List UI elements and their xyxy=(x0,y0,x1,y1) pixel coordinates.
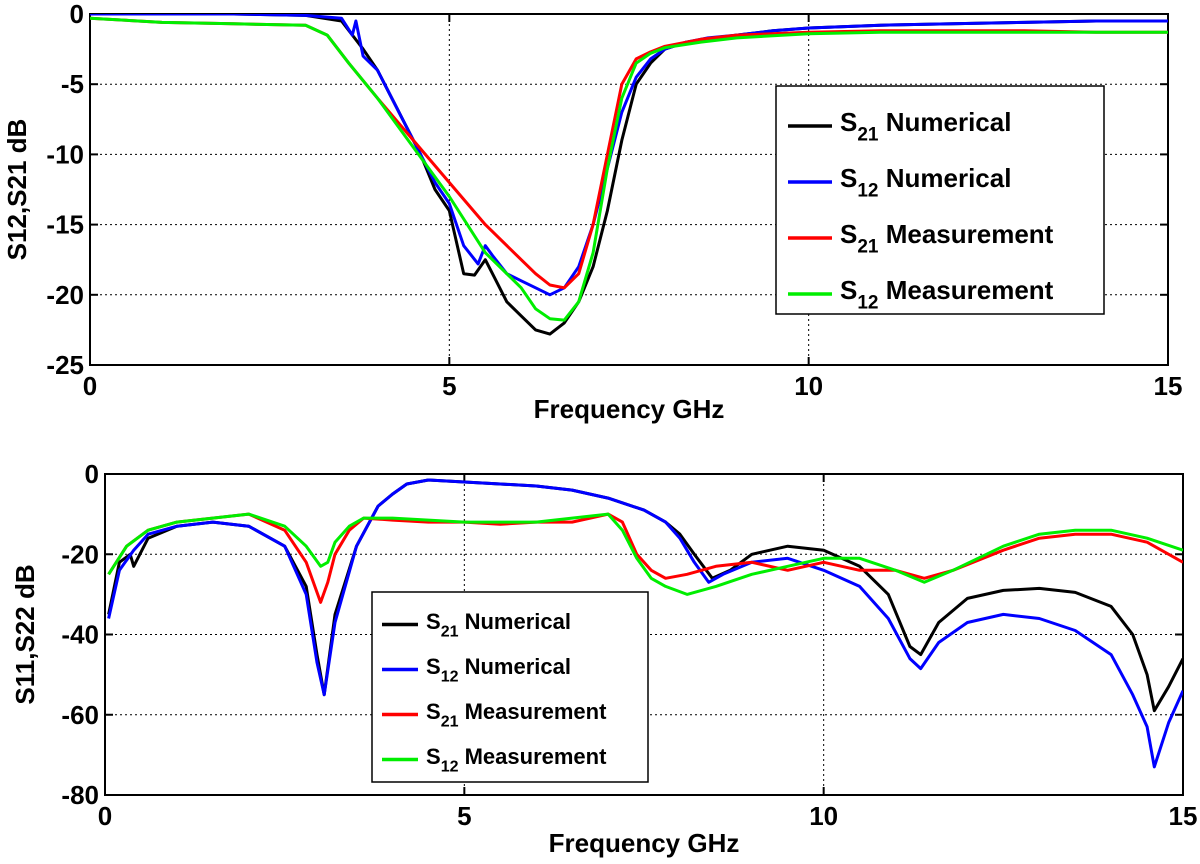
y-tick-label: 0 xyxy=(85,459,99,489)
legend-entry: S12 Numerical xyxy=(426,654,571,686)
x-tick-label: 10 xyxy=(794,371,823,401)
x-tick-label: 5 xyxy=(442,371,456,401)
y-tick-label: -15 xyxy=(46,210,84,240)
legend-entry: S21 Measurement xyxy=(840,219,1054,257)
x-tick-label: 15 xyxy=(1154,371,1183,401)
x-tick-label: 15 xyxy=(1169,801,1198,831)
chart-2: 0 5 10 15 0 -20 -40 -60 -80 Frequency GHz S11,S22 … xyxy=(10,459,1197,858)
y-axis-label: S12,S21 dB xyxy=(2,119,32,261)
y-axis-label: S11,S22 dB xyxy=(10,564,40,704)
series-line-s12-numerical xyxy=(90,14,1168,297)
y-tick-label: -60 xyxy=(61,700,99,730)
legend: S21 Numerical S12 Numerical S21 Measuremen… xyxy=(371,591,649,783)
y-tick-label: -20 xyxy=(46,280,84,310)
legend-entry: S12 Numerical xyxy=(840,163,1011,201)
series-line-s12-numerical xyxy=(107,478,1183,769)
y-tick-label: -25 xyxy=(46,350,84,380)
legend-entry: S21 Measurement xyxy=(426,699,607,731)
x-tick-label: 10 xyxy=(809,801,838,831)
chart-1: 0 5 10 15 0 -5 -10 -15 -20 -25 Frequency GHz S12,S2… xyxy=(2,0,1182,424)
y-tick-label: -10 xyxy=(46,139,84,169)
legend: S21 Numerical S12 Numerical S21 Measuremen… xyxy=(775,85,1105,315)
x-tick-label: 0 xyxy=(83,371,97,401)
legend-entry: S12 Measurement xyxy=(426,744,607,776)
y-tick-label: -40 xyxy=(61,620,99,650)
legend-entry: S12 Measurement xyxy=(840,275,1054,313)
y-tick-label: 0 xyxy=(70,0,84,29)
y-tick-label: -5 xyxy=(61,69,84,99)
legend-box xyxy=(775,85,1105,315)
x-tick-label: 5 xyxy=(457,801,471,831)
x-axis-label: Frequency GHz xyxy=(534,394,725,424)
x-axis-label: Frequency GHz xyxy=(549,828,740,858)
series-line-s12-measurement xyxy=(107,512,1183,596)
x-tick-label: 0 xyxy=(98,801,112,831)
y-tick-label: -20 xyxy=(61,539,99,569)
legend-entry: S21 Numerical xyxy=(426,609,571,641)
legend-entry: S21 Numerical xyxy=(840,107,1011,145)
y-tick-label: -80 xyxy=(61,780,99,810)
series-line-s12-measurement xyxy=(90,16,1168,322)
